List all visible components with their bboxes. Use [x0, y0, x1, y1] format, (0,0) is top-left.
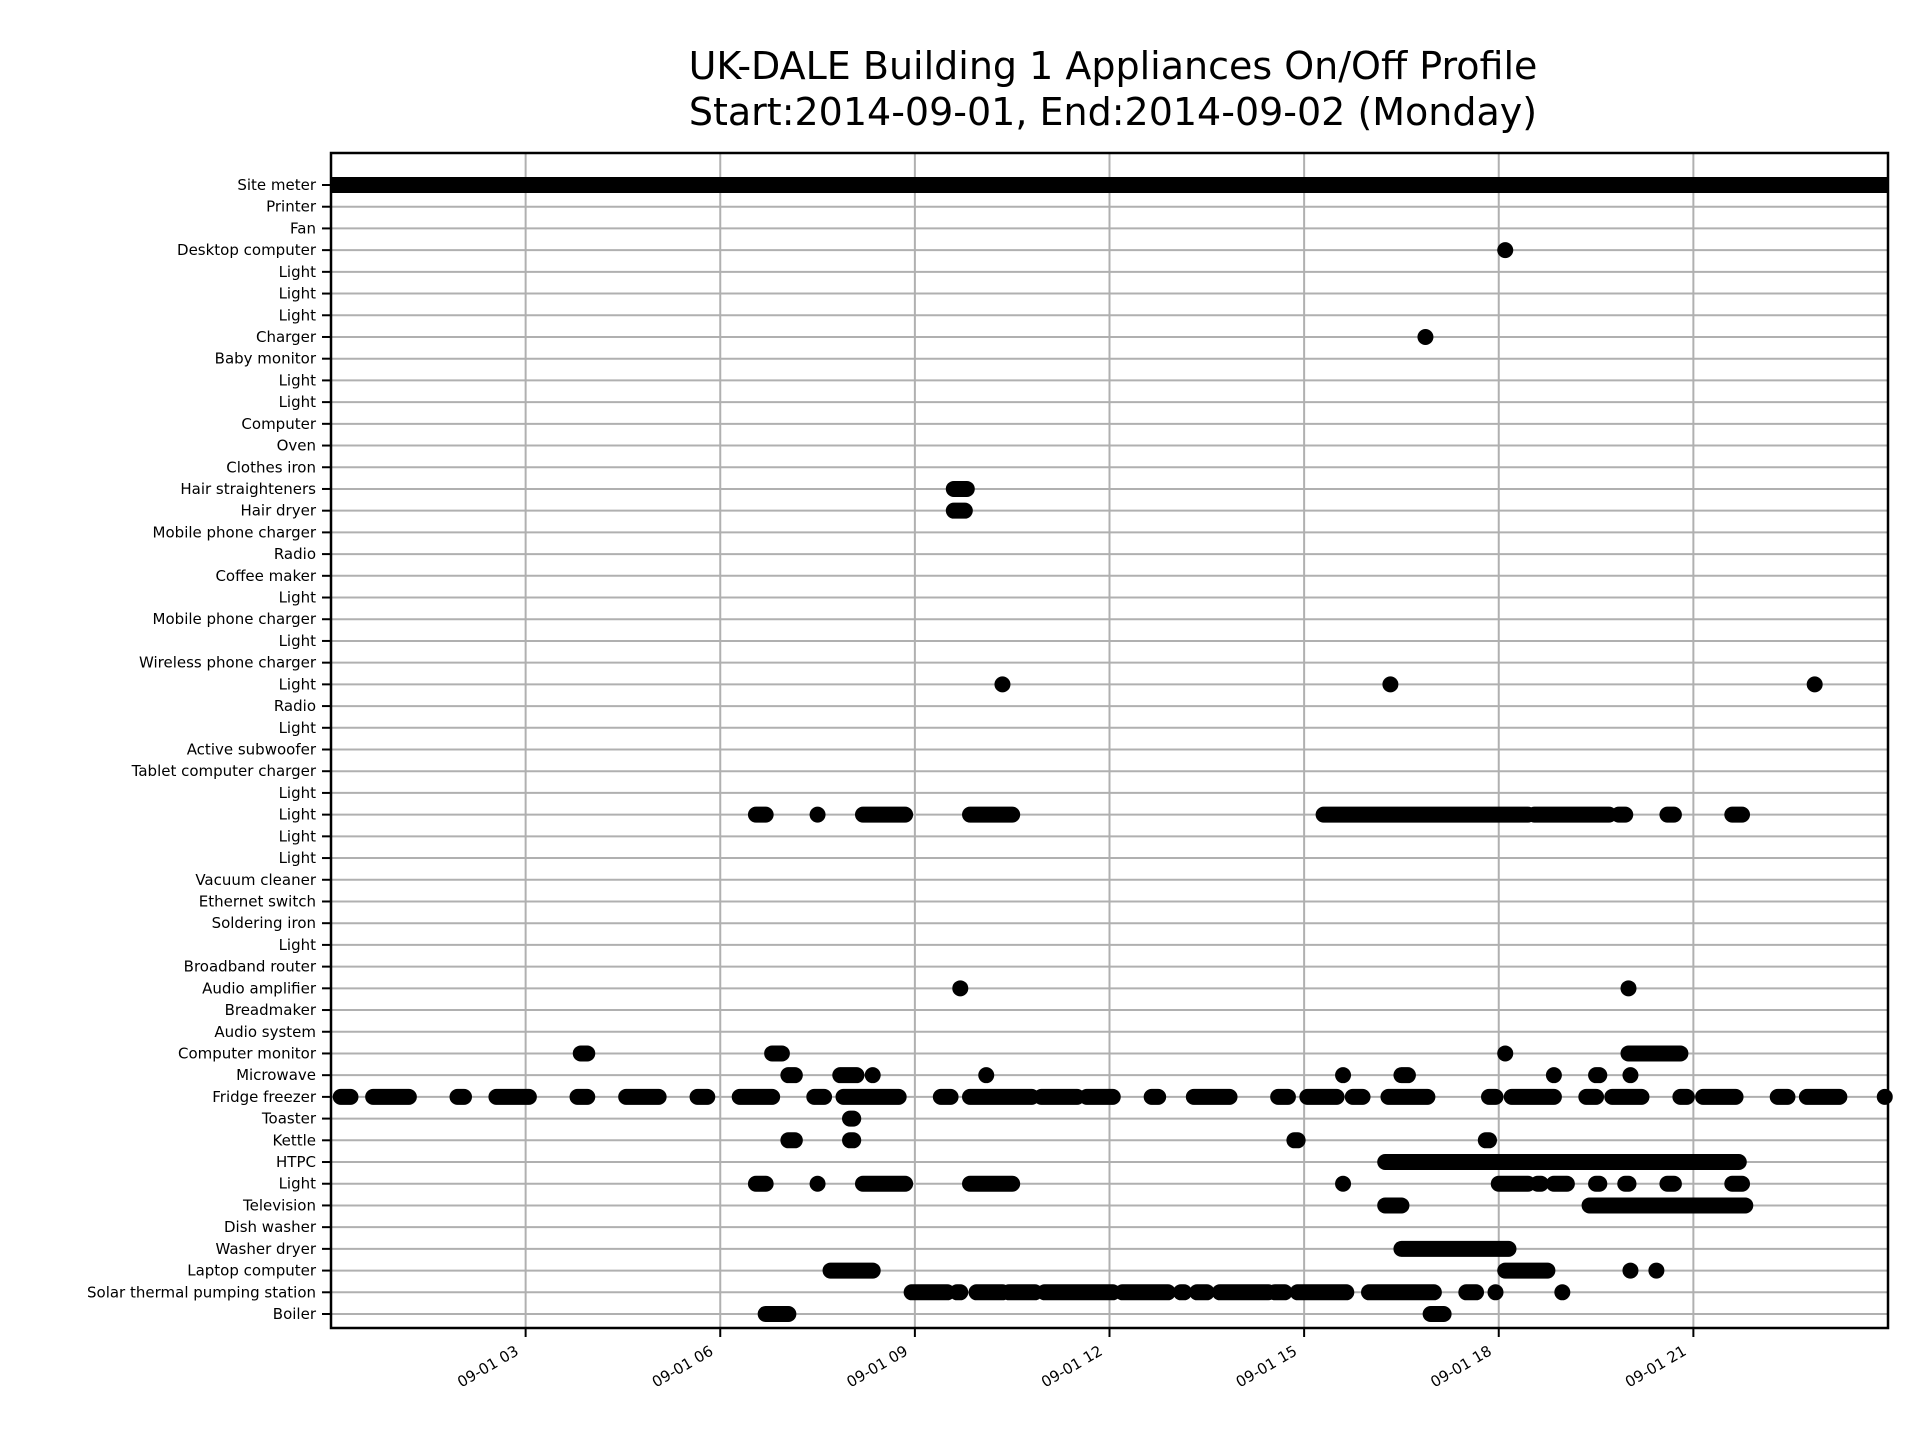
- y-tick-label: Light: [279, 719, 317, 737]
- on-period-dot: [1648, 1262, 1665, 1279]
- x-axis-ticks: 09-01 03 09-01 06 09-01 09 09-01 12 09-01 15…: [454, 1328, 1695, 1391]
- y-tick-label: Coffee maker: [215, 567, 316, 585]
- plot-frame: [329, 151, 1890, 1330]
- y-tick-label: Active subwoofer: [187, 741, 317, 759]
- y-tick-label: Radio: [274, 545, 316, 563]
- y-tick-label: Audio amplifier: [202, 979, 317, 997]
- y-tick-label: Light: [279, 589, 317, 607]
- y-tick-label: Hair dryer: [240, 502, 316, 520]
- on-period-dot: [1622, 1262, 1639, 1279]
- y-tick-label: Broadband router: [184, 958, 317, 976]
- y-tick-label: Microwave: [236, 1066, 316, 1084]
- on-period-dot: [1487, 1284, 1504, 1301]
- on-period-dot: [978, 1067, 995, 1084]
- on-period-dot: [1876, 1088, 1893, 1105]
- y-tick-label: Light: [279, 806, 317, 824]
- y-tick-label: Hair straighteners: [180, 480, 316, 498]
- y-tick-label: Site meter: [237, 176, 317, 194]
- y-tick-label: Ethernet switch: [199, 892, 316, 910]
- y-tick-label: Light: [279, 936, 317, 954]
- y-tick-label: Fridge freezer: [212, 1088, 317, 1106]
- y-tick-label: Tablet computer charger: [131, 762, 317, 780]
- y-tick-label: Oven: [277, 437, 316, 455]
- y-tick-label: HTPC: [276, 1153, 316, 1171]
- on-period-dot: [952, 980, 969, 997]
- on-period-dot: [1335, 1175, 1352, 1192]
- x-tick-label: 09-01 06: [649, 1342, 716, 1391]
- y-tick-label: Computer monitor: [178, 1044, 317, 1062]
- y-tick-label: Mobile phone charger: [153, 523, 317, 541]
- y-tick-label: Breadmaker: [225, 1001, 317, 1019]
- on-period-dot: [1497, 242, 1514, 259]
- x-tick-label: 09-01 03: [454, 1342, 521, 1391]
- y-tick-label: Charger: [256, 328, 317, 346]
- y-axis-ticks: Site meter Printer Fan Desktop computer Ligh…: [87, 176, 331, 1323]
- y-tick-label: Solar thermal pumping station: [87, 1283, 316, 1301]
- x-tick-label: 09-01 15: [1233, 1342, 1300, 1391]
- on-period-dot: [1622, 1067, 1639, 1084]
- on-period-dot: [1497, 1045, 1514, 1062]
- y-tick-label: Light: [279, 675, 317, 693]
- y-tick-label: Clothes iron: [226, 458, 316, 476]
- x-tick-label: 09-01 18: [1427, 1342, 1494, 1391]
- y-tick-label: Light: [279, 849, 317, 867]
- x-tick-label: 09-01 09: [843, 1342, 910, 1391]
- on-period-dot: [1335, 1067, 1352, 1084]
- y-tick-label: Light: [279, 1175, 317, 1193]
- y-tick-label: Toaster: [261, 1110, 317, 1128]
- x-tick-label: 09-01 12: [1038, 1342, 1105, 1391]
- y-tick-label: Desktop computer: [177, 241, 317, 259]
- on-period-dot: [809, 1175, 826, 1192]
- chart-title-line-1: UK-DALE Building 1 Appliances On/Off Pro…: [689, 44, 1538, 88]
- chart-title-line-2: Start:2014-09-01, End:2014-09-02 (Monday…: [689, 90, 1537, 134]
- y-tick-label: Mobile phone charger: [153, 610, 317, 628]
- y-tick-label: Light: [279, 285, 317, 303]
- y-tick-label: Light: [279, 306, 317, 324]
- y-tick-label: Wireless phone charger: [139, 654, 317, 672]
- on-period-dot: [1806, 676, 1823, 693]
- on-periods: [331, 177, 1893, 1322]
- y-tick-label: Light: [279, 784, 317, 802]
- y-tick-label: Light: [279, 393, 317, 411]
- y-tick-label: Light: [279, 827, 317, 845]
- on-period-dot: [1620, 980, 1637, 997]
- grid-lines: [331, 153, 1888, 1328]
- y-tick-label: Computer: [241, 415, 316, 433]
- y-tick-label: Boiler: [273, 1305, 317, 1323]
- y-tick-label: Kettle: [273, 1131, 316, 1149]
- on-period-dot: [1554, 1284, 1571, 1301]
- y-tick-label: Baby monitor: [215, 350, 317, 368]
- x-tick-label: 09-01 21: [1622, 1342, 1689, 1391]
- y-tick-label: Washer dryer: [215, 1240, 316, 1258]
- y-tick-label: Light: [279, 371, 317, 389]
- on-period-dot: [1417, 328, 1434, 345]
- y-tick-label: Dish washer: [224, 1218, 317, 1236]
- on-period-dot: [1545, 1067, 1562, 1084]
- y-tick-label: Printer: [266, 198, 317, 216]
- y-tick-label: Light: [279, 263, 317, 281]
- y-tick-label: Television: [242, 1196, 316, 1214]
- on-period-dot: [809, 806, 826, 823]
- on-period-dot: [994, 676, 1011, 693]
- y-tick-label: Fan: [290, 219, 316, 237]
- on-period-dot: [864, 1067, 881, 1084]
- on-period-dot: [1382, 676, 1399, 693]
- y-tick-label: Radio: [274, 697, 316, 715]
- y-tick-label: Soldering iron: [212, 914, 316, 932]
- y-tick-label: Audio system: [214, 1023, 316, 1041]
- y-tick-label: Laptop computer: [187, 1262, 317, 1280]
- y-tick-label: Light: [279, 632, 317, 650]
- y-tick-label: Vacuum cleaner: [195, 871, 316, 889]
